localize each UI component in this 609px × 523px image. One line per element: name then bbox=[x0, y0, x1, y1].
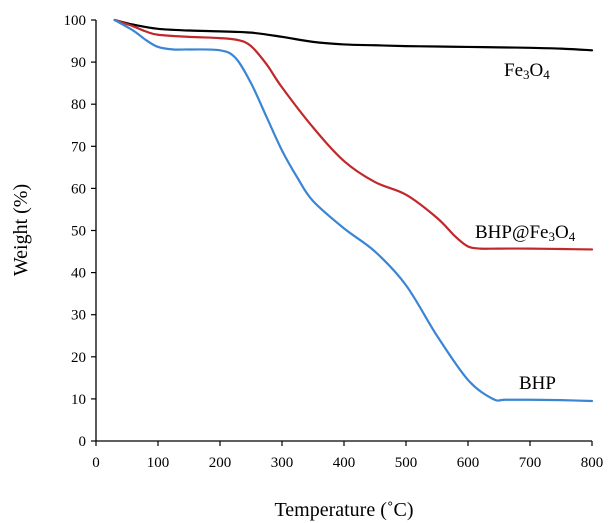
x-tick-label: 200 bbox=[209, 455, 232, 471]
label-sub: 3 bbox=[548, 229, 555, 244]
label-part: O bbox=[555, 222, 569, 243]
y-tick-label: 50 bbox=[71, 224, 86, 240]
x-tick-label: 500 bbox=[395, 455, 418, 471]
x-tick-label: 600 bbox=[457, 455, 480, 471]
ticks: 0 10 20 30 40 50 60 70 80 90 100 0 100 200 300 400 500 60… bbox=[64, 13, 604, 471]
x-tick-label: 800 bbox=[581, 455, 604, 471]
y-tick-label: 60 bbox=[71, 181, 86, 197]
label-part: Fe bbox=[504, 60, 523, 81]
x-tick-label: 400 bbox=[333, 455, 356, 471]
x-tick-label: 300 bbox=[271, 455, 294, 471]
y-tick-label: 0 bbox=[79, 434, 87, 450]
y-tick-label: 10 bbox=[71, 392, 86, 408]
label-sub: 4 bbox=[543, 67, 550, 82]
x-tick-label: 700 bbox=[519, 455, 542, 471]
label-sub: 3 bbox=[523, 67, 530, 82]
series-line-0 bbox=[113, 18, 594, 52]
series-line-1 bbox=[113, 18, 594, 251]
label-sub: 4 bbox=[569, 229, 576, 244]
x-tick-label: 0 bbox=[92, 455, 100, 471]
y-tick-label: 90 bbox=[71, 55, 86, 71]
label-part: O bbox=[530, 60, 544, 81]
y-tick-label: 80 bbox=[71, 97, 86, 113]
y-tick-label: 40 bbox=[71, 266, 86, 282]
y-axis-title: Weight (%) bbox=[10, 184, 32, 276]
y-tick-label: 30 bbox=[71, 308, 86, 324]
series-label-fe3o4: Fe3O4 bbox=[504, 60, 550, 82]
y-tick-label: 70 bbox=[71, 139, 86, 155]
y-tick-label: 100 bbox=[64, 13, 87, 29]
series-line-2 bbox=[113, 18, 594, 403]
series-label-bhp-fe3o4: BHP@Fe3O4 bbox=[475, 222, 576, 244]
series-lines bbox=[113, 18, 594, 403]
y-tick-label: 20 bbox=[71, 350, 86, 366]
x-axis-title: Temperature (˚C) bbox=[274, 499, 413, 521]
label-part: BHP@Fe bbox=[475, 222, 548, 243]
x-tick-label: 100 bbox=[147, 455, 170, 471]
series-label-bhp: BHP bbox=[519, 373, 556, 394]
